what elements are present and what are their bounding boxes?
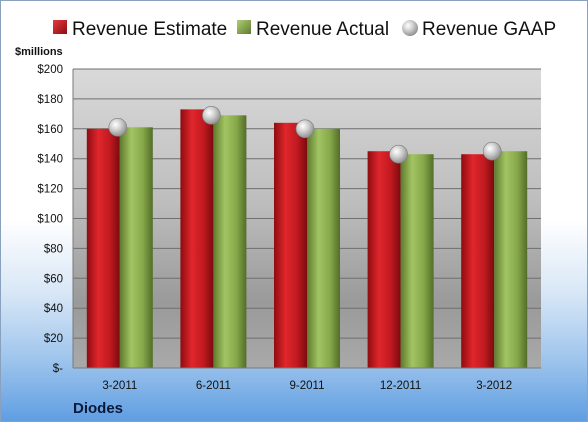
bar-revenue-estimate — [180, 109, 214, 369]
y-tick-label: $20 — [44, 333, 63, 345]
bar-revenue-estimate — [461, 154, 495, 368]
bar-revenue-estimate — [274, 122, 307, 368]
y-tick-label: $- — [53, 363, 63, 375]
company-label: Diodes — [73, 400, 123, 417]
marker-revenue-gaap — [202, 106, 221, 125]
gaap-markers — [108, 106, 502, 164]
y-axis: $- $20 $40 $60 $80 $100 $120 $140 $160 $180 $200 — [37, 64, 74, 375]
x-axis: 3-2011 6-2011 9-2011 12-2011 3-2012 — [73, 367, 541, 392]
legend-label-actual: Revenue Actual — [256, 19, 389, 40]
legend-label-estimate: Revenue Estimate — [72, 19, 227, 40]
bar-revenue-actual — [494, 151, 528, 368]
marker-revenue-gaap — [482, 141, 502, 161]
y-tick-label: $160 — [37, 124, 63, 136]
y-tick-label: $60 — [44, 273, 63, 285]
bar-revenue-estimate — [86, 128, 120, 368]
marker-revenue-gaap — [108, 118, 128, 137]
legend-swatch-actual — [237, 20, 251, 34]
legend-swatch-estimate — [53, 20, 67, 34]
x-tick-label: 6-2011 — [196, 380, 231, 392]
marker-revenue-gaap — [389, 144, 408, 164]
bar-revenue-actual — [307, 128, 340, 368]
y-axis-unit-label: $millions — [15, 46, 63, 58]
bar-revenue-estimate — [367, 151, 401, 368]
y-tick-label: $180 — [37, 94, 63, 106]
y-tick-label: $80 — [44, 243, 63, 255]
legend-label-gaap: Revenue GAAP — [422, 19, 556, 40]
marker-revenue-gaap — [295, 119, 315, 139]
y-tick-label: $140 — [37, 154, 63, 166]
x-tick-label: 12-2011 — [380, 380, 421, 392]
y-tick-label: $40 — [44, 303, 63, 315]
bars — [86, 109, 528, 369]
y-tick-label: $120 — [37, 184, 63, 196]
x-tick-label: 9-2011 — [290, 380, 325, 392]
bar-revenue-actual — [213, 115, 247, 368]
x-tick-label: 3-2012 — [476, 380, 512, 392]
y-tick-label: $100 — [37, 214, 63, 226]
bar-revenue-actual — [400, 154, 434, 368]
y-tick-label: $200 — [37, 64, 63, 76]
bar-revenue-actual — [119, 127, 153, 369]
legend: Revenue Estimate Revenue Actual Revenue … — [53, 19, 556, 40]
legend-marker-gaap — [402, 20, 418, 36]
x-tick-label: 3-2011 — [102, 380, 137, 392]
